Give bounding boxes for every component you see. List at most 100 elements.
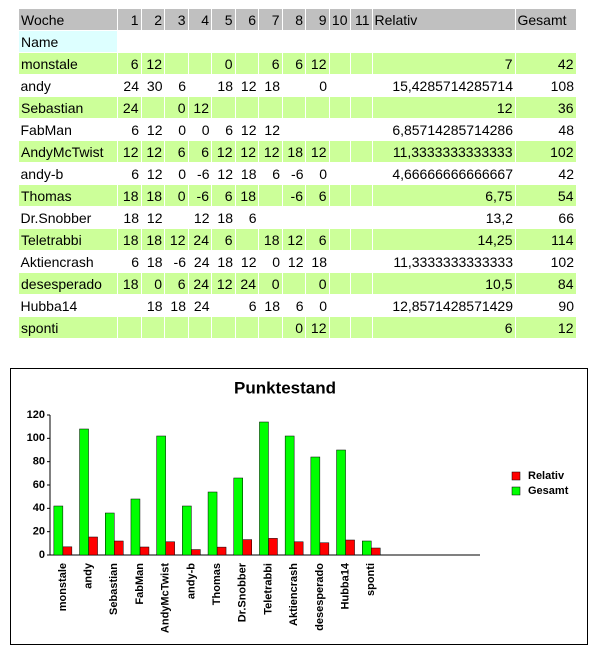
x-tick-label: andy <box>82 562 94 589</box>
table-cell: 0 <box>319 297 327 314</box>
table-cell: 114 <box>514 228 577 251</box>
table-cell <box>349 52 373 75</box>
table-cell: 0 <box>272 253 280 270</box>
bar <box>284 435 295 556</box>
table-cell: 0 <box>258 272 283 295</box>
x-tick-label: Thomas <box>211 563 223 605</box>
table-cell: 4,66666666666667 <box>392 165 513 182</box>
table-cell: 18 <box>146 297 163 314</box>
table-cell: 66 <box>558 209 574 226</box>
table-cell: 6 <box>117 52 142 75</box>
table-cell <box>328 52 351 75</box>
table-cell: Teletrabbi <box>18 228 118 251</box>
table-cell <box>305 96 330 119</box>
table-cell: 18 <box>311 253 327 270</box>
table-cell <box>234 228 259 251</box>
table-cell: 5 <box>211 8 236 31</box>
table-cell: desesperado <box>18 272 118 295</box>
bar <box>319 542 330 556</box>
table-cell: 6 <box>258 52 283 75</box>
table-cell: 24 <box>234 272 259 295</box>
y-tick-label: 120 <box>27 409 45 421</box>
table-cell: 3 <box>164 8 189 31</box>
table-row: Thomas 18 18 0 -6 6 18 -6 6 6,75 54 <box>18 184 577 207</box>
x-tick-label: Teletrabbi <box>262 563 274 615</box>
table-cell: 24 <box>187 228 212 251</box>
table-cell: 18 <box>170 297 186 314</box>
table-cell: Woche <box>18 8 118 31</box>
bar <box>268 538 278 556</box>
bar <box>79 428 89 556</box>
table-cell: 13,2 <box>485 209 513 226</box>
table-cell: 18 <box>217 209 233 226</box>
y-tick-label: 60 <box>33 479 45 491</box>
table-cell: 0 <box>164 184 189 207</box>
table-cell: 12 <box>305 52 330 75</box>
table-row: Dr.Snobber 18 12 12 18 6 13,2 66 <box>19 207 577 229</box>
table-cell: 12 <box>217 165 233 182</box>
bar <box>216 546 227 556</box>
table-cell: FabMan <box>20 121 72 138</box>
table-row: sponti 0 12 6 12 <box>18 316 577 339</box>
bar <box>371 547 381 556</box>
table-row: Hubba14 18 18 24 6 18 6 0 12,8571428571429 90 <box>19 295 577 317</box>
table-cell: 18 <box>217 77 233 94</box>
table-cell: 18 <box>146 253 163 270</box>
table-cell <box>258 96 283 119</box>
table-cell: 6,85714285714286 <box>392 121 513 138</box>
bar <box>233 477 243 556</box>
table-cell: -6 <box>173 253 186 270</box>
table-cell: Name <box>18 30 118 53</box>
table-cell: Sebastian <box>18 96 118 119</box>
table-cell: 108 <box>550 77 574 94</box>
table-row: AndyMcTwist 12 12 6 6 12 12 12 18 12 11,3333333333… <box>18 140 577 163</box>
table-cell: 11 <box>349 8 373 31</box>
table-cell: 18 <box>217 253 233 270</box>
table-cell: 0 <box>201 121 210 138</box>
table-cell: 30 <box>146 77 163 94</box>
table-row: desesperado 18 0 6 24 12 24 0 0 10,5 84 <box>18 272 577 295</box>
table-cell: 6,75 <box>371 184 516 207</box>
table-cell: 6 <box>178 77 186 94</box>
bar <box>139 546 150 556</box>
y-tick-label: 80 <box>33 456 45 468</box>
table-cell: 6 <box>272 165 280 182</box>
table-cell: 6 <box>371 316 516 339</box>
table-cell: 12 <box>514 316 577 339</box>
bar <box>259 421 269 556</box>
y-tick-label: 40 <box>33 502 45 514</box>
table-cell: 12 <box>140 52 165 75</box>
table-cell: 0 <box>319 77 327 94</box>
table-cell: 6 <box>305 184 330 207</box>
table-cell <box>349 96 373 119</box>
legend-swatch <box>511 471 521 481</box>
table-row: Sebastian 24 0 12 12 36 <box>18 96 577 119</box>
table-cell: 0 <box>140 272 165 295</box>
table-cell: 6 <box>305 228 330 251</box>
x-tick-label: desesperado <box>314 563 326 631</box>
table-cell <box>211 96 236 119</box>
x-tick-label: andy-b <box>185 563 197 599</box>
table-cell: 12 <box>305 140 330 163</box>
table-cell: 18 <box>258 228 283 251</box>
table-cell: 12 <box>240 121 257 138</box>
legend-label: Gesamt <box>528 485 569 497</box>
table-cell: 42 <box>514 52 577 75</box>
x-tick-label: Sebastian <box>108 563 120 615</box>
table-cell: monstale <box>18 52 118 75</box>
score-table: Woche 1 2 3 4 5 6 7 8 9 10 11 Relativ Gesamt Name monst… <box>18 8 577 339</box>
table-cell: 12 <box>258 140 283 163</box>
legend-label: Relativ <box>528 470 565 482</box>
table-cell: Hubba14 <box>20 297 78 314</box>
table-cell <box>187 316 212 339</box>
table-cell <box>187 52 212 75</box>
table-cell: 10,5 <box>371 272 516 295</box>
table-cell <box>328 96 351 119</box>
table-row: FabMan 6 12 0 0 6 12 12 6,85714285714286 48 <box>19 119 577 141</box>
table-cell <box>258 184 283 207</box>
table-cell: 11,3333333333333 <box>393 253 513 270</box>
table-cell: 6 <box>248 209 257 226</box>
table-row: andy 24 30 6 18 12 18 0 15,4285714285714 108 <box>19 75 577 97</box>
table-cell <box>281 96 306 119</box>
table-cell: 12 <box>287 253 304 270</box>
